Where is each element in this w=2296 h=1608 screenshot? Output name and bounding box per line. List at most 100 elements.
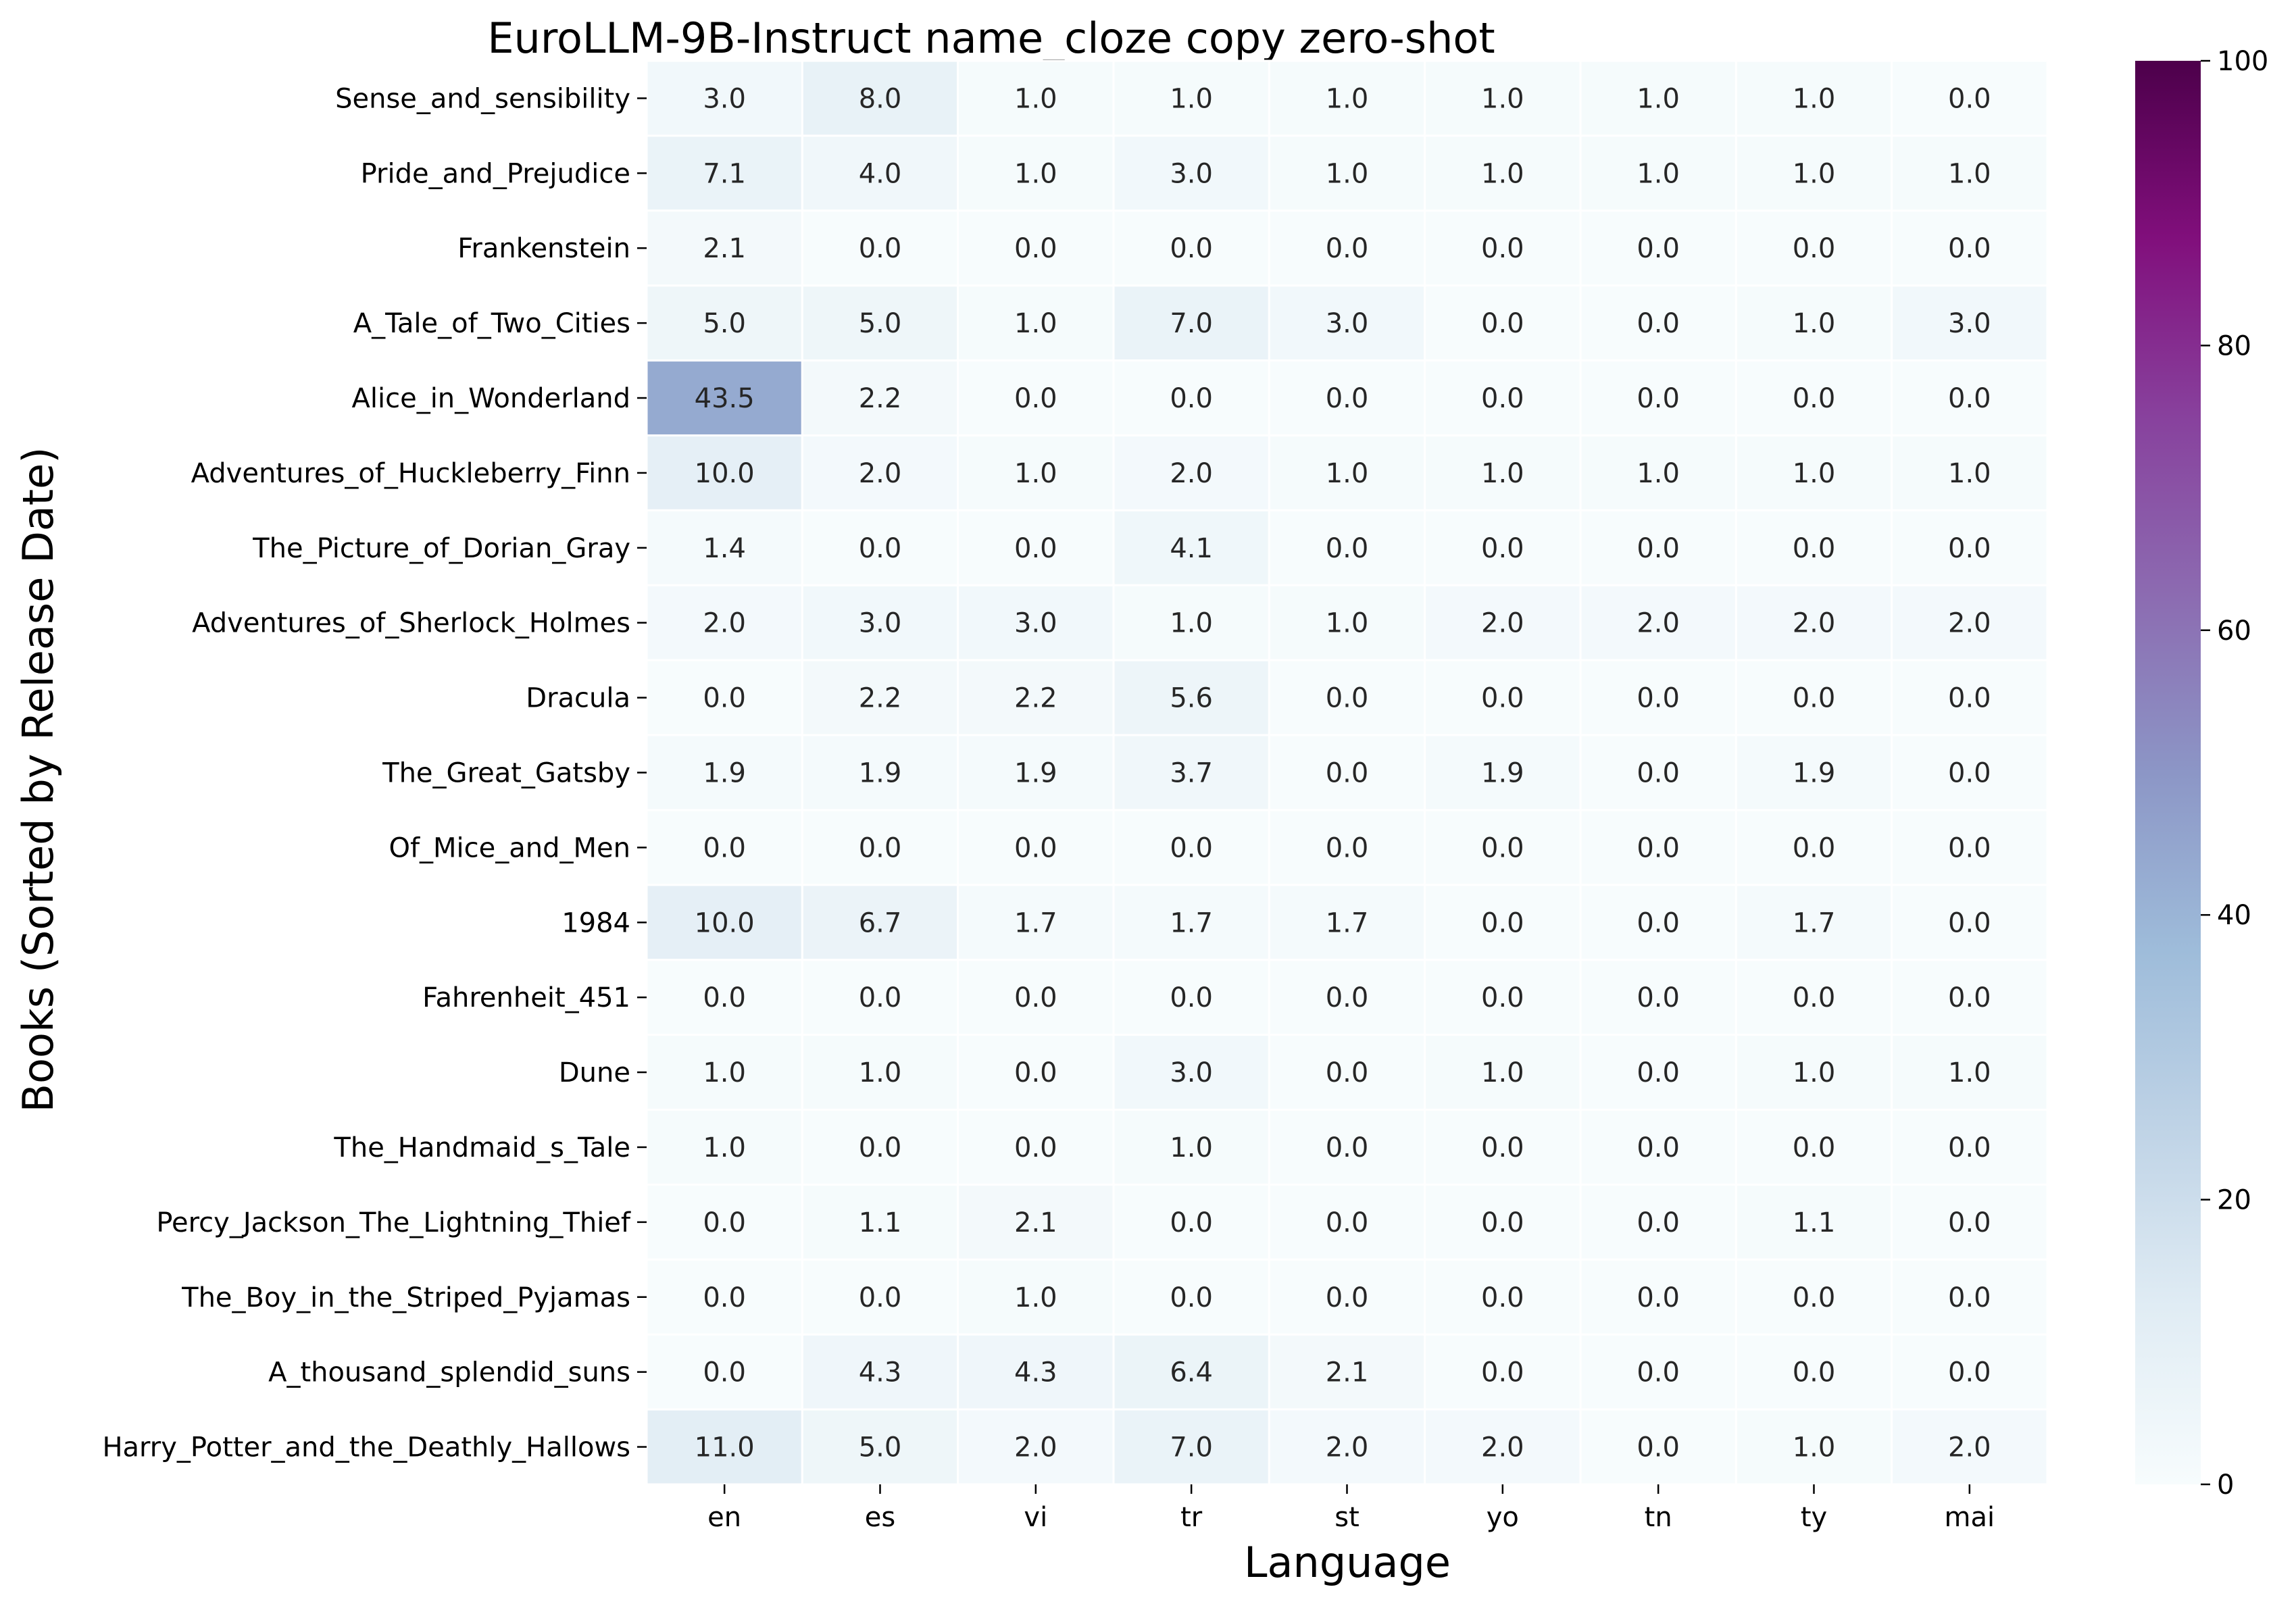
cell-value-label: 0.0 bbox=[1948, 907, 1991, 938]
x-tick-label: es bbox=[865, 1502, 895, 1533]
cell-value-label: 0.0 bbox=[1481, 383, 1524, 414]
y-tick-label: Percy_Jackson_The_Lightning_Thief bbox=[156, 1207, 631, 1238]
heatmap-cell bbox=[801, 959, 959, 1036]
cell-value-label: 0.0 bbox=[1481, 1282, 1524, 1313]
heatmap-cell bbox=[1579, 584, 1737, 661]
heatmap-cell bbox=[645, 1034, 803, 1111]
cell-value-label: 1.9 bbox=[1793, 758, 1836, 789]
heatmap-cell bbox=[1112, 359, 1270, 436]
heatmap-cell bbox=[1891, 434, 2049, 511]
cell-value-label: 0.0 bbox=[1326, 1132, 1369, 1163]
cell-value-label: 0.0 bbox=[1481, 982, 1524, 1013]
cell-value-label: 3.7 bbox=[1170, 758, 1213, 789]
x-tick-label: tn bbox=[1645, 1502, 1672, 1533]
heatmap-cell bbox=[1891, 1408, 2049, 1486]
cell-value-label: 0.0 bbox=[703, 1357, 746, 1388]
heatmap-cell bbox=[801, 1034, 959, 1111]
heatmap-cell bbox=[1424, 434, 1582, 511]
colorbar-tick-label: 100 bbox=[2217, 46, 2268, 77]
cell-value-label: 2.0 bbox=[1637, 608, 1680, 639]
cell-value-label: 0.0 bbox=[1793, 683, 1836, 714]
cell-value-label: 0.0 bbox=[1793, 1357, 1836, 1388]
cell-value-label: 1.0 bbox=[703, 1057, 746, 1088]
heatmap-cell bbox=[1891, 359, 2049, 436]
heatmap-cell bbox=[1735, 734, 1893, 811]
cell-value-label: 1.7 bbox=[1793, 907, 1836, 938]
heatmap-cell bbox=[957, 359, 1115, 436]
colorbar-ticks: 0 20 40 60 80 100 bbox=[2201, 46, 2268, 1501]
cell-value-label: 4.3 bbox=[1014, 1357, 1057, 1388]
cell-value-label: 1.0 bbox=[1637, 458, 1680, 489]
heatmap-cell bbox=[1891, 809, 2049, 886]
x-axis-ticks: en es vi tr st yo tn ty mai bbox=[707, 1484, 1995, 1533]
heatmap-cell bbox=[1112, 884, 1270, 961]
heatmap-cell bbox=[645, 59, 803, 137]
cell-value-label: 1.0 bbox=[1170, 83, 1213, 114]
cell-value-label: 0.0 bbox=[1014, 1132, 1057, 1163]
heatmap-cell bbox=[1891, 284, 2049, 362]
heatmap-cell bbox=[1579, 1258, 1737, 1336]
heatmap-cell bbox=[1891, 209, 2049, 287]
cell-value-label: 0.0 bbox=[859, 1282, 902, 1313]
cell-value-label: 0.0 bbox=[1170, 1282, 1213, 1313]
heatmap-cell bbox=[801, 59, 959, 137]
cell-value-label: 0.0 bbox=[1481, 1132, 1524, 1163]
colorbar-tick-label: 40 bbox=[2217, 900, 2251, 931]
cell-value-label: 2.0 bbox=[1014, 1432, 1057, 1463]
heatmap-cell bbox=[1891, 134, 2049, 212]
cell-value-label: 0.0 bbox=[1793, 1132, 1836, 1163]
y-axis-label: Books (Sorted by Release Date) bbox=[14, 447, 63, 1113]
cell-value-label: 0.0 bbox=[1637, 308, 1680, 339]
cell-value-label: 1.9 bbox=[1481, 758, 1524, 789]
cell-value-label: 0.0 bbox=[859, 982, 902, 1013]
cell-value-label: 5.0 bbox=[859, 308, 902, 339]
cell-value-label: 4.3 bbox=[859, 1357, 902, 1388]
heatmap-cell bbox=[1268, 1109, 1426, 1186]
cell-value-label: 0.0 bbox=[1014, 233, 1057, 264]
heatmap-cell bbox=[1735, 884, 1893, 961]
cell-value-label: 43.5 bbox=[695, 383, 755, 414]
y-tick-label: Sense_and_sensibility bbox=[335, 83, 630, 114]
heatmap-cell bbox=[1424, 1408, 1582, 1486]
cell-value-label: 0.0 bbox=[1637, 1432, 1680, 1463]
cell-value-label: 1.7 bbox=[1326, 907, 1369, 938]
chart-title: EuroLLM-9B-Instruct name_cloze copy zero… bbox=[487, 14, 1495, 63]
heatmap-cell bbox=[1268, 659, 1426, 736]
cell-value-label: 2.0 bbox=[1481, 1432, 1524, 1463]
heatmap-cell bbox=[1424, 359, 1582, 436]
heatmap-cell bbox=[801, 734, 959, 811]
heatmap-cell bbox=[1268, 509, 1426, 586]
cell-value-label: 0.0 bbox=[1793, 383, 1836, 414]
cell-value-label: 2.0 bbox=[1481, 608, 1524, 639]
cell-value-label: 0.0 bbox=[1326, 758, 1369, 789]
y-tick-label: Adventures_of_Sherlock_Holmes bbox=[192, 608, 630, 639]
heatmap-cell bbox=[957, 209, 1115, 287]
cell-value-label: 0.0 bbox=[1637, 683, 1680, 714]
heatmap-cell bbox=[1424, 1258, 1582, 1336]
cell-value-label: 0.0 bbox=[1481, 233, 1524, 264]
cell-value-label: 0.0 bbox=[1481, 1207, 1524, 1238]
cell-value-label: 3.0 bbox=[703, 83, 746, 114]
heatmap-cell bbox=[1579, 1034, 1737, 1111]
cell-value-label: 0.0 bbox=[1948, 233, 1991, 264]
cell-value-label: 3.0 bbox=[1170, 158, 1213, 189]
cell-value-label: 0.0 bbox=[859, 1132, 902, 1163]
cell-value-label: 3.0 bbox=[1948, 308, 1991, 339]
heatmap-cell bbox=[1112, 659, 1270, 736]
x-tick-label: ty bbox=[1801, 1502, 1827, 1533]
cell-value-label: 0.0 bbox=[1793, 233, 1836, 264]
heatmap-cell bbox=[645, 734, 803, 811]
cell-value-label: 0.0 bbox=[1326, 233, 1369, 264]
heatmap-cell bbox=[1735, 959, 1893, 1036]
cell-value-label: 0.0 bbox=[1637, 533, 1680, 564]
heatmap-cell bbox=[1268, 209, 1426, 287]
cell-value-label: 2.2 bbox=[859, 383, 902, 414]
cell-value-label: 0.0 bbox=[703, 1282, 746, 1313]
cell-value-label: 5.6 bbox=[1170, 683, 1213, 714]
x-tick-label: en bbox=[707, 1502, 741, 1533]
heatmap-cell bbox=[957, 584, 1115, 661]
cell-value-label: 3.0 bbox=[1326, 308, 1369, 339]
heatmap-cell bbox=[1268, 884, 1426, 961]
cell-value-label: 1.0 bbox=[1637, 83, 1680, 114]
